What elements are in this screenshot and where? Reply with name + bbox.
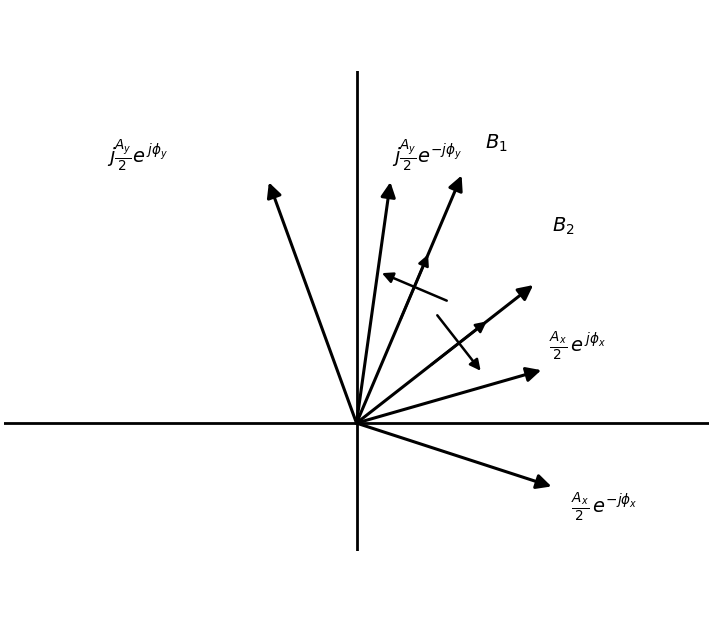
Text: $\frac{A_x}{2}\,e^{\,j\phi_x}$: $\frac{A_x}{2}\,e^{\,j\phi_x}$	[549, 330, 606, 362]
Text: $\frac{A_x}{2}\,e^{-j\phi_x}$: $\frac{A_x}{2}\,e^{-j\phi_x}$	[571, 490, 637, 522]
Text: $B_1$: $B_1$	[485, 132, 508, 154]
Text: $j\frac{A_y}{2}e^{\,j\phi_y}$: $j\frac{A_y}{2}e^{\,j\phi_y}$	[107, 139, 168, 174]
Text: $B_2$: $B_2$	[552, 216, 575, 238]
Text: $j\frac{A_y}{2}e^{-j\phi_y}$: $j\frac{A_y}{2}e^{-j\phi_y}$	[391, 139, 462, 174]
